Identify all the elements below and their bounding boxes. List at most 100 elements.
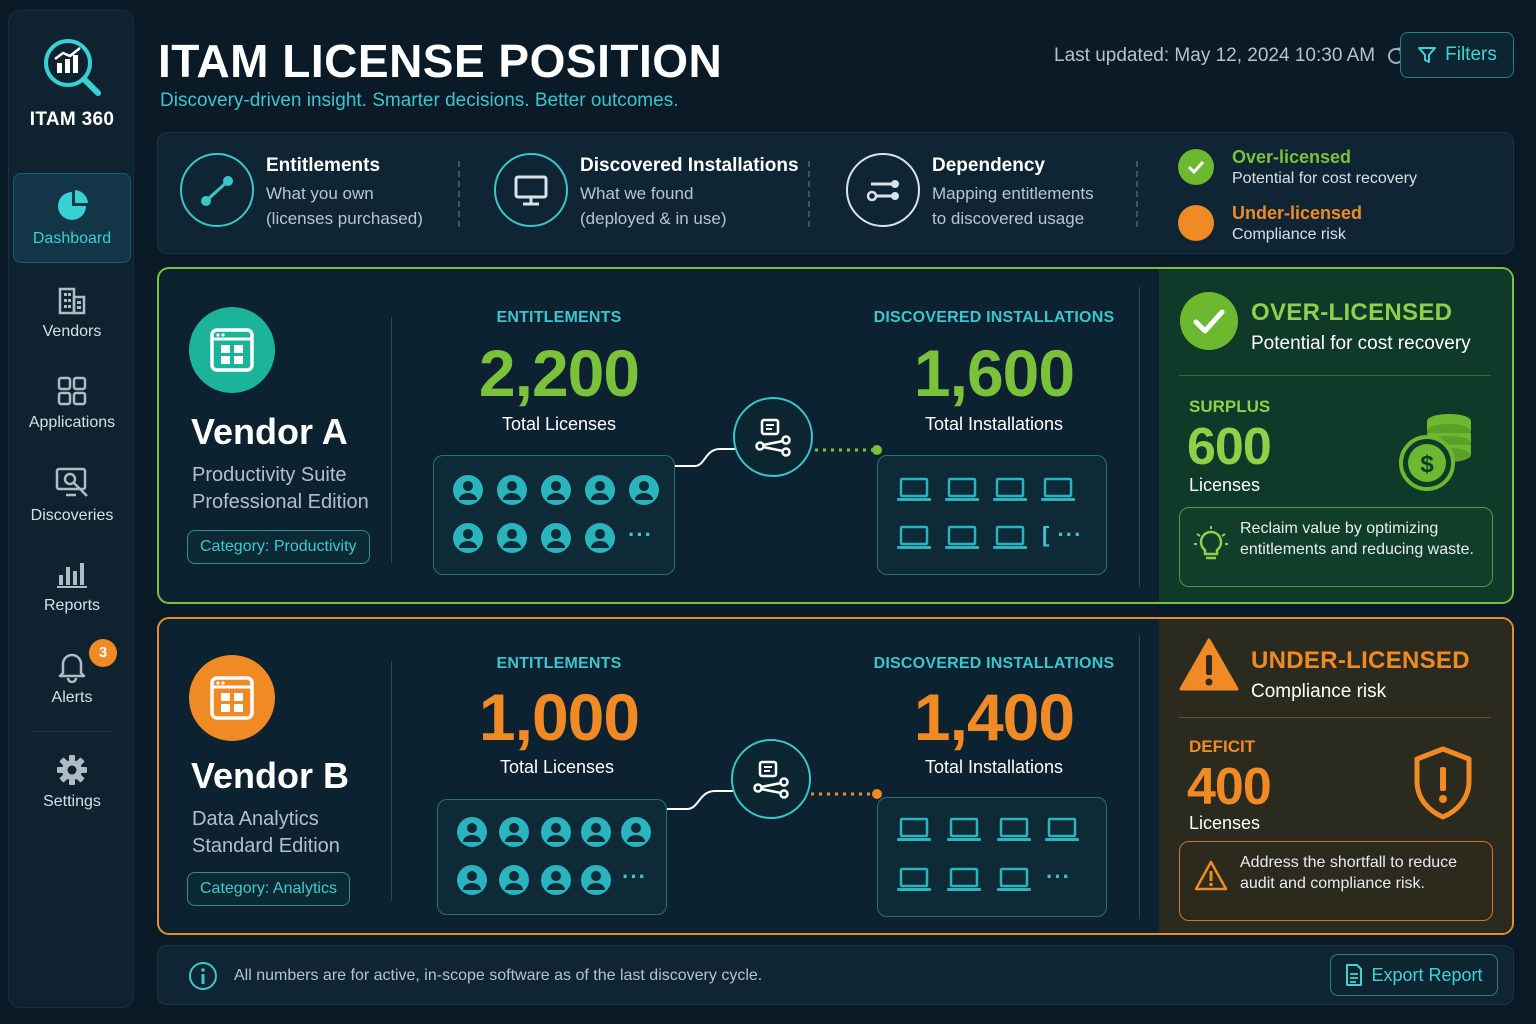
user-icon [541, 475, 571, 505]
sidebar-item-discoveries[interactable]: Discoveries [13, 465, 131, 525]
laptop-icon [1045, 817, 1079, 841]
sidebar-item-reports[interactable]: Reports [13, 557, 131, 615]
sidebar: ITAM 360 Dashboard Vendors Applications [8, 10, 134, 1008]
app-window-icon [189, 307, 275, 393]
installations-devices-box: [ ··· [877, 455, 1107, 575]
status-title: UNDER-LICENSED [1251, 647, 1470, 674]
vendor-card-a[interactable]: Vendor A Productivity Suite Professional… [157, 267, 1514, 604]
user-icon [457, 865, 487, 895]
sidebar-item-label: Settings [43, 793, 101, 810]
sidebar-item-settings[interactable]: Settings [13, 753, 131, 811]
license-users-box: ··· [433, 455, 675, 575]
dependency-connector [675, 445, 882, 467]
filters-label: Filters [1445, 44, 1497, 65]
brand-name: ITAM 360 [29, 109, 115, 130]
under-licensed-panel: UNDER-LICENSED Compliance risk DEFICIT 4… [1159, 619, 1512, 933]
legend-separator [1136, 161, 1138, 227]
legend-icon-circle [494, 153, 568, 227]
sidebar-item-alerts[interactable]: Alerts 3 [13, 639, 131, 707]
page-title: ITAM LICENSE POSITION [158, 35, 723, 87]
app-window-icon [189, 655, 275, 741]
sidebar-item-vendors[interactable]: Vendors [13, 283, 131, 341]
status-title: OVER-LICENSED [1251, 299, 1453, 326]
installations-value: 1,600 [913, 336, 1075, 410]
legend-desc-1: What we found [580, 184, 694, 203]
sidebar-item-label: Reports [43, 597, 101, 614]
status-subtitle: Compliance risk [1251, 681, 1387, 702]
vendor-product-line2: Standard Edition [192, 835, 340, 857]
legend-icon-circle [180, 153, 254, 227]
entitlements-unit: Total Licenses [499, 757, 615, 777]
dependency-connector [667, 789, 882, 810]
legend-bar: Entitlements What you own (licenses purc… [157, 132, 1514, 254]
vendor-product-line2: Professional Edition [192, 491, 369, 513]
dependency-node[interactable] [733, 397, 813, 477]
legend-desc-1: What you own [266, 184, 374, 203]
user-icon [581, 817, 611, 847]
sidebar-item-label: Vendors [42, 323, 102, 340]
grid-icon [57, 376, 87, 406]
recommendation-note: Reclaim value by optimizing entitlements… [1179, 507, 1493, 587]
footer: All numbers are for active, in-scope sof… [157, 945, 1514, 1005]
sidebar-item-applications[interactable]: Applications [13, 374, 131, 432]
entitlements-unit: Total Licenses [501, 414, 617, 434]
laptop-icon [897, 477, 931, 501]
bar-chart-icon [57, 563, 87, 588]
user-icon [621, 817, 651, 847]
divider [391, 661, 392, 901]
vendor-name: Vendor B [191, 755, 350, 796]
deficit-label: DEFICIT [1189, 737, 1256, 756]
sidebar-item-label: Discoveries [30, 507, 114, 524]
monitor-icon [514, 175, 548, 206]
export-report-button[interactable]: Export Report [1330, 954, 1498, 996]
check-circle-icon [1180, 292, 1238, 350]
status-key-title: Over-licensed [1232, 147, 1352, 167]
legend-title: Dependency [932, 155, 1045, 176]
legend-separator [808, 161, 810, 227]
legend-under-licensed: Under-licensed Compliance risk [1178, 203, 1362, 244]
filters-button[interactable]: Filters [1400, 32, 1514, 78]
surplus-unit: Licenses [1189, 475, 1261, 495]
legend-separator [458, 161, 460, 227]
mapping-node-icon [755, 418, 791, 457]
entitlements-value: 2,200 [478, 336, 640, 410]
divider [1139, 287, 1140, 587]
entitlements-label: ENTITLEMENTS [496, 309, 622, 326]
export-report-label: Export Report [1371, 964, 1483, 985]
legend-title: Entitlements [266, 155, 381, 176]
laptop-icon [1041, 477, 1075, 501]
more-ellipsis: ··· [1046, 864, 1071, 889]
category-tag[interactable]: Category: Analytics [187, 872, 350, 906]
category-tag[interactable]: Category: Productivity [187, 530, 370, 564]
panel-separator [1179, 717, 1491, 718]
svg-text:$: $ [1420, 451, 1434, 478]
brand[interactable]: ITAM 360 [9, 35, 135, 131]
legend-over-licensed: Over-licensed Potential for cost recover… [1178, 147, 1417, 188]
status-key-desc: Potential for cost recovery [1232, 170, 1417, 187]
legend-title: Discovered Installations [580, 155, 799, 176]
info-icon [189, 962, 217, 990]
dependency-node[interactable] [731, 739, 811, 819]
money-coins-icon: $ [1399, 414, 1471, 491]
link-icon [201, 176, 233, 206]
laptop-icon [947, 817, 981, 841]
laptop-icon [997, 817, 1031, 841]
last-updated: Last updated: May 12, 2024 10:30 AM [1054, 45, 1407, 67]
legend-icon-circle [846, 153, 920, 227]
legend-desc-1: Mapping entitlements [932, 184, 1094, 203]
legend-desc-2: (licenses purchased) [266, 209, 423, 228]
user-icon [453, 523, 483, 553]
installations-unit: Total Installations [924, 414, 1064, 434]
sidebar-item-dashboard[interactable]: Dashboard [13, 173, 131, 263]
sidebar-item-label: Dashboard [32, 230, 112, 247]
panel-separator [1179, 375, 1491, 376]
page-subtitle: Discovery-driven insight. Smarter decisi… [160, 90, 679, 111]
vendor-card-b[interactable]: Vendor B Data Analytics Standard Edition… [157, 617, 1514, 935]
warning-triangle-icon [1179, 638, 1239, 691]
pie-chart-icon [58, 190, 88, 220]
legend-desc-2: (deployed & in use) [580, 209, 727, 228]
more-ellipsis: ··· [622, 864, 647, 889]
recommendation-text: Reclaim value by optimizing entitlements… [1240, 520, 1474, 558]
vendor-name: Vendor A [191, 411, 348, 452]
legend-desc-2: to discovered usage [932, 209, 1085, 228]
